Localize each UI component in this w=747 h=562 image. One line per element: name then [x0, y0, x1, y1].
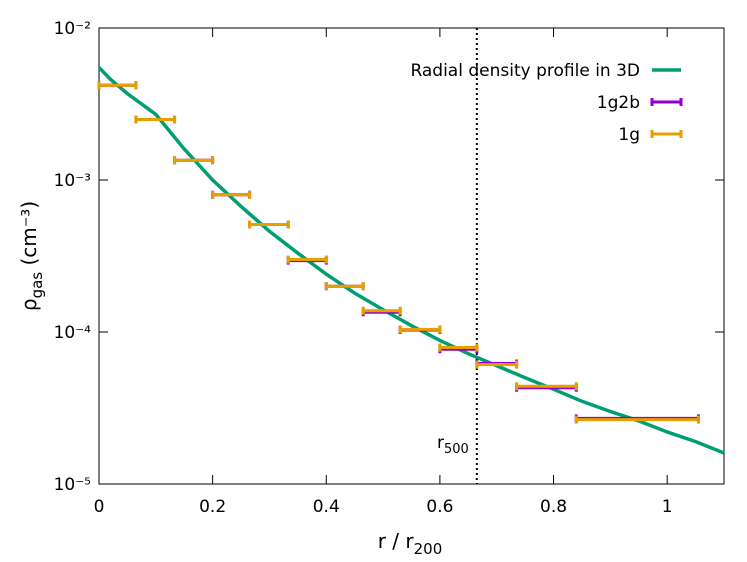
x-tick-label: 1: [662, 497, 673, 517]
error-bar-line: [398, 325, 442, 334]
error-bar: [438, 343, 479, 352]
error-bar: [361, 306, 402, 315]
error-bar: [97, 81, 138, 90]
x-label-sub: 200: [414, 540, 443, 558]
error-bar-line: [574, 415, 700, 424]
r500-main: r: [437, 433, 444, 453]
legend-label: 1g: [618, 125, 640, 145]
error-bar-line: [286, 255, 328, 264]
x-label-main: r / r: [378, 529, 415, 553]
y-axis-label: ρgas (cm⁻³): [17, 201, 46, 311]
x-tick-label: 0.8: [540, 497, 567, 517]
error-bar-line: [248, 220, 290, 229]
error-bar-line: [361, 306, 402, 315]
y-tick-label: 10⁻⁵: [54, 475, 91, 495]
legend-label: Radial density profile in 3D: [410, 61, 640, 81]
y-label-symbol: ρ: [17, 298, 41, 311]
y-label-unit: (cm⁻³): [17, 201, 41, 272]
plot-frame: [98, 27, 725, 485]
x-tick-label: 0: [94, 497, 105, 517]
x-axis-label: r / r200: [378, 529, 443, 558]
density-curve: [97, 66, 725, 455]
legend-swatch: [650, 98, 683, 106]
error-bar-line: [134, 115, 177, 124]
legend-swatch: [650, 130, 683, 138]
error-bar-line: [211, 190, 252, 199]
x-tick-label: 0.6: [426, 497, 453, 517]
error-bar-line: [475, 360, 519, 369]
y-label-sub: gas: [28, 272, 46, 299]
r500-sub: 500: [444, 442, 469, 457]
x-tick-label: 0.4: [313, 497, 340, 517]
error-bar: [173, 156, 215, 165]
r500-label: r500: [437, 433, 469, 457]
y-tick-label: 10⁻²: [54, 19, 91, 39]
error-bar: [211, 190, 252, 199]
y-tick-label: 10⁻³: [54, 171, 91, 191]
error-bar-line: [515, 382, 578, 391]
error-bar: [475, 360, 519, 369]
error-bar: [515, 382, 578, 391]
error-bar-line: [438, 343, 479, 352]
x-tick-label: 0.2: [199, 497, 226, 517]
error-bar: [134, 115, 177, 124]
error-bar: [574, 415, 700, 424]
error-bar: [398, 325, 442, 334]
error-bar: [324, 282, 365, 291]
error-bar: [248, 220, 290, 229]
error-bar: [286, 255, 328, 264]
legend-label: 1g2b: [597, 93, 640, 113]
y-tick-label: 10⁻⁴: [54, 323, 92, 343]
error-bar-line: [173, 156, 215, 165]
error-bar-line: [324, 282, 365, 291]
error-bar-line: [97, 81, 138, 90]
